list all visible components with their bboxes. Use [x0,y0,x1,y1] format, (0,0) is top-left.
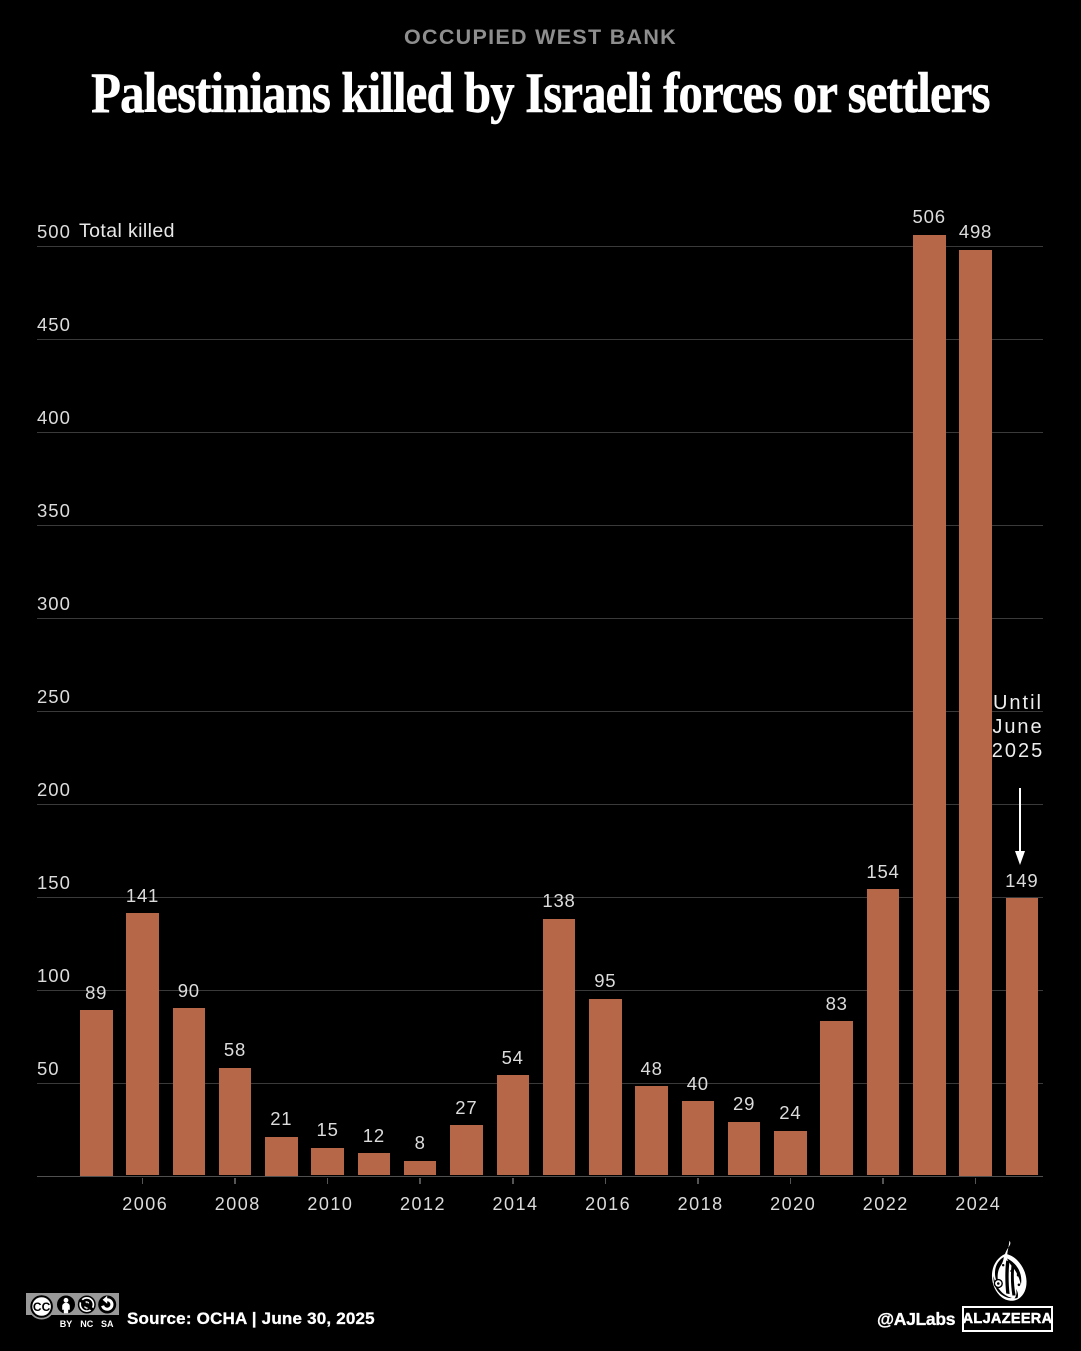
svg-text:BY: BY [60,1319,73,1329]
svg-text:NC: NC [80,1319,93,1329]
svg-text:SA: SA [101,1319,114,1329]
svg-text:CC: CC [33,1300,51,1314]
